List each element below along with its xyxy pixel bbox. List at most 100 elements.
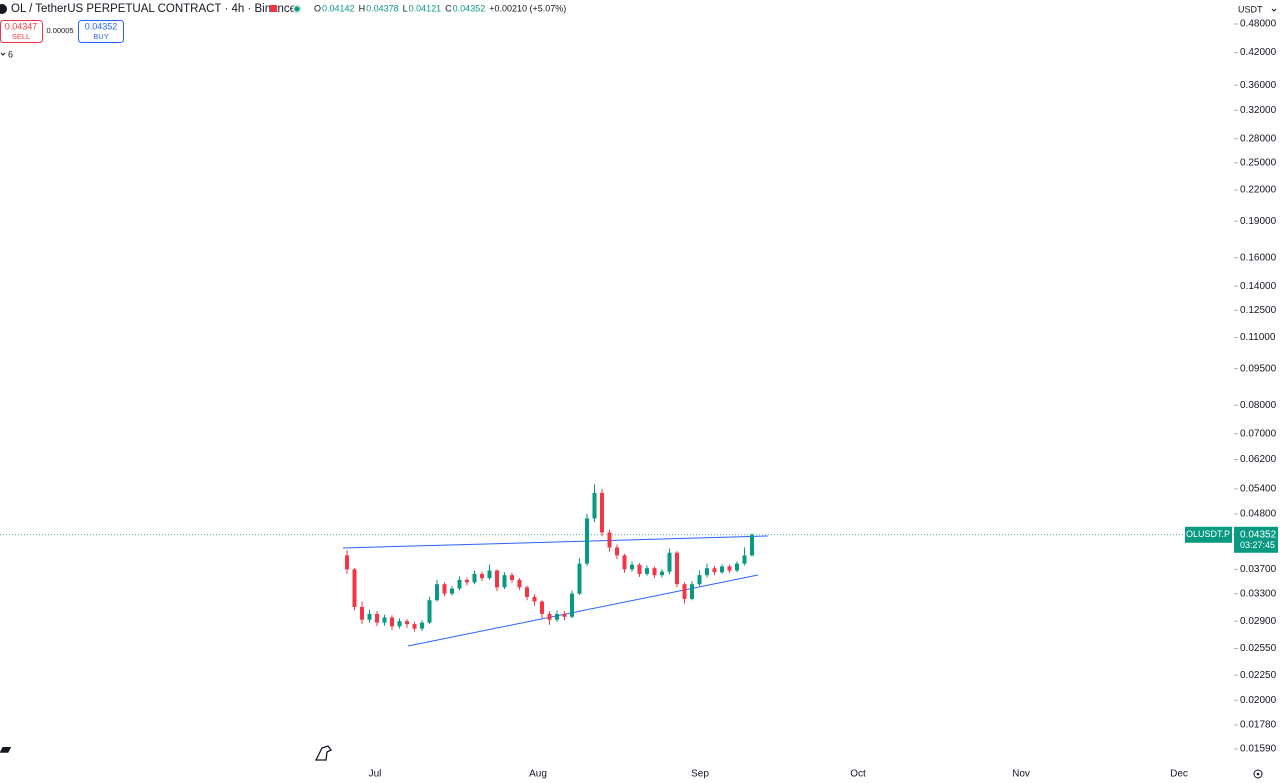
indicator-count[interactable]: 6 [8,49,13,59]
ohlc-value: 0.04378 [366,3,399,13]
candle-body [480,573,484,579]
ohlc-value: 0.04352 [453,3,486,13]
y-tick-label: 0.06200 [1240,454,1277,465]
candle-body [667,552,672,572]
flag-icon[interactable] [270,5,277,12]
x-tick-label: Nov [1012,769,1030,780]
x-tick-label: Sep [691,769,709,780]
y-tick-label: 0.28000 [1240,133,1277,144]
candle-body [742,555,747,564]
y-tick-label: 0.19000 [1240,216,1277,227]
candle-body [420,622,424,629]
ohlc-value: 0.04142 [322,3,355,13]
y-tick-label: 0.11000 [1240,332,1276,343]
buy-button[interactable] [78,20,124,43]
trend-line [342,535,769,549]
y-tick-label: 0.09500 [1240,363,1277,374]
candle-body [630,564,634,570]
y-tick-label: 0.08000 [1240,400,1277,411]
y-tick-label: 0.02900 [1240,616,1277,627]
candle-body [427,600,432,623]
candle-body [510,575,514,580]
ohlc-value: 0.04121 [409,3,442,13]
candle-body [375,613,379,623]
candle-body [502,575,507,588]
collapse-icon[interactable] [0,52,6,56]
ohlc-key: H [359,3,366,13]
candle-body [705,568,709,576]
y-tick-label: 0.05400 [1240,484,1277,495]
y-tick-label: 0.01590 [1240,744,1277,755]
trend-line [407,574,759,647]
candle-body [382,617,387,623]
y-tick-label: 0.22000 [1240,185,1277,196]
candle-body [435,584,439,601]
sell-label: SELL [12,32,30,41]
status-dot [294,6,300,12]
candle-body [352,569,357,607]
candle-body [622,555,627,570]
candle-body [367,613,372,620]
candle-body [442,584,447,594]
y-tick-label: 0.02250 [1240,670,1277,681]
candle-body [397,621,402,627]
symbol-title[interactable]: OL / TetherUS PERPETUAL CONTRACT · 4h · … [11,3,296,15]
currency[interactable]: USDT [1238,4,1263,14]
currency-dropdown[interactable] [1271,8,1277,12]
candle-body [690,584,694,599]
candle-body [405,621,409,625]
ohlc-legend: O 0.04142 H 0.04378 L 0.04121 C 0.04352 [314,3,485,13]
y-tick-label: 0.16000 [1240,252,1277,263]
y-tick-label: 0.03300 [1240,588,1277,599]
candle-body [675,552,679,585]
countdown: 03:27:45 [1240,540,1275,550]
candle-body [712,568,717,573]
tv-logo: ▰ [0,741,12,757]
ohlc-key: O [314,3,321,13]
price-tag [1234,526,1278,553]
candle-body [525,587,529,597]
x-tick-label: Jul [369,769,382,780]
candle-body [735,563,739,571]
candle-body [727,566,732,571]
dino-icon[interactable] [314,745,332,761]
candle-body [450,588,454,594]
settings-dot [1256,772,1260,776]
candle-body [607,532,612,548]
candle-body [600,492,604,533]
candle-body [540,601,544,614]
candle-body [412,624,417,629]
buy-price: 0.04352 [85,21,118,31]
candle-body [592,492,597,519]
candle-body [532,596,537,602]
symbol-logo [0,4,7,14]
y-tick-label: 0.25000 [1240,157,1277,168]
y-tick-label: 0.03700 [1240,564,1277,575]
x-tick-label: Aug [529,769,547,780]
x-tick-label: Dec [1170,769,1188,780]
y-tick-label: 0.04800 [1240,509,1277,520]
sell-price: 0.04347 [5,21,38,31]
candle-body [345,555,349,570]
y-tick-label: 0.01780 [1240,720,1277,731]
y-tick-label: 0.12500 [1240,305,1277,316]
candle-body [562,613,567,617]
candle-body [637,564,642,574]
y-tick-label: 0.42000 [1240,47,1277,58]
change: +0.00210 (+5.07%) [489,3,566,13]
candle-body [697,575,702,585]
candle-body [555,613,559,620]
candle-body [457,579,462,589]
settings-icon[interactable] [1253,769,1263,779]
y-tick-label: 0.14000 [1240,281,1277,292]
y-tick-label: 0.02550 [1240,643,1277,654]
candle-body [682,584,687,599]
candle-body [660,571,664,576]
y-tick-label: 0.02000 [1240,695,1277,706]
candle-body [517,579,522,588]
sell-button[interactable] [0,20,43,43]
candle-body [645,568,649,574]
symbol-tag [1185,526,1232,543]
candle-body [547,613,552,620]
symbol-tag-text: OLUSDT.P [1186,529,1230,539]
